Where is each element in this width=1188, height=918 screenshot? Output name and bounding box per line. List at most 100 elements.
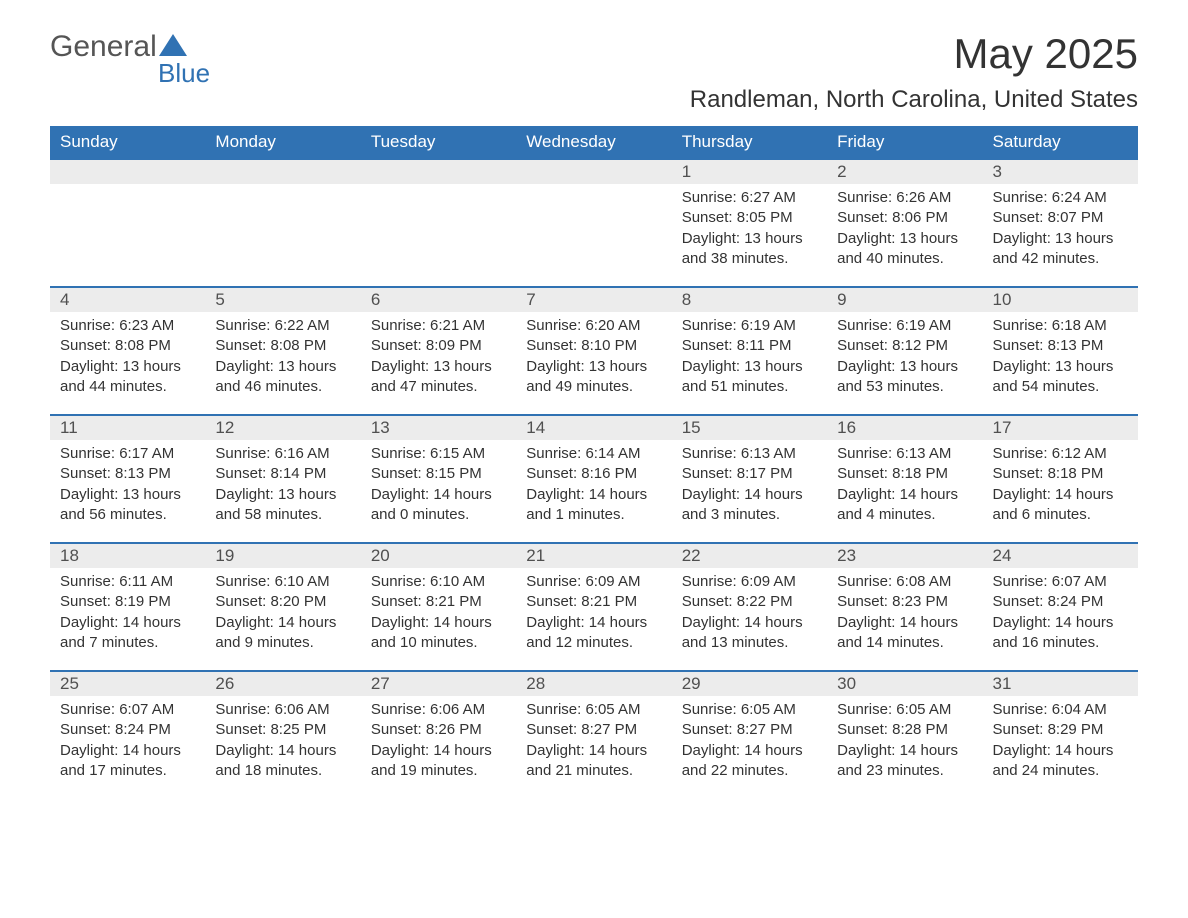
sunset-line: Sunset: 8:13 PM	[993, 336, 1128, 356]
daylight-line: Daylight: 14 hours and 1 minutes.	[526, 485, 661, 526]
weekday-header: Tuesday	[361, 126, 516, 159]
page-title: May 2025	[954, 30, 1138, 78]
sunrise-line: Sunrise: 6:10 AM	[371, 572, 506, 592]
day-number: 12	[205, 416, 360, 440]
calendar-day-cell: 26Sunrise: 6:06 AMSunset: 8:25 PMDayligh…	[205, 671, 360, 799]
sunrise-line: Sunrise: 6:05 AM	[526, 700, 661, 720]
weekday-header-row: SundayMondayTuesdayWednesdayThursdayFrid…	[50, 126, 1138, 159]
calendar-day-cell: 29Sunrise: 6:05 AMSunset: 8:27 PMDayligh…	[672, 671, 827, 799]
calendar-day-cell: 7Sunrise: 6:20 AMSunset: 8:10 PMDaylight…	[516, 287, 671, 415]
calendar-day-cell: 5Sunrise: 6:22 AMSunset: 8:08 PMDaylight…	[205, 287, 360, 415]
calendar-day-cell: 9Sunrise: 6:19 AMSunset: 8:12 PMDaylight…	[827, 287, 982, 415]
sunset-line: Sunset: 8:09 PM	[371, 336, 506, 356]
sunrise-line: Sunrise: 6:11 AM	[60, 572, 195, 592]
day-data: Sunrise: 6:14 AMSunset: 8:16 PMDaylight:…	[516, 440, 671, 531]
calendar-day-cell: 13Sunrise: 6:15 AMSunset: 8:15 PMDayligh…	[361, 415, 516, 543]
calendar-day-cell	[50, 159, 205, 287]
daylight-line: Daylight: 14 hours and 14 minutes.	[837, 613, 972, 654]
sunrise-line: Sunrise: 6:14 AM	[526, 444, 661, 464]
sunset-line: Sunset: 8:26 PM	[371, 720, 506, 740]
day-data: Sunrise: 6:19 AMSunset: 8:12 PMDaylight:…	[827, 312, 982, 403]
sunset-line: Sunset: 8:08 PM	[215, 336, 350, 356]
day-data: Sunrise: 6:17 AMSunset: 8:13 PMDaylight:…	[50, 440, 205, 531]
sunset-line: Sunset: 8:24 PM	[60, 720, 195, 740]
weekday-header: Thursday	[672, 126, 827, 159]
calendar-day-cell: 30Sunrise: 6:05 AMSunset: 8:28 PMDayligh…	[827, 671, 982, 799]
day-data: Sunrise: 6:21 AMSunset: 8:09 PMDaylight:…	[361, 312, 516, 403]
calendar-day-cell: 23 Sunrise: 6:08 AMSunset: 8:23 PMDayligh…	[827, 543, 982, 671]
daylight-line: Daylight: 14 hours and 22 minutes.	[682, 741, 817, 782]
sunrise-line: Sunrise: 6:13 AM	[682, 444, 817, 464]
sunset-line: Sunset: 8:24 PM	[993, 592, 1128, 612]
day-number: 5	[205, 288, 360, 312]
day-number: 25	[50, 672, 205, 696]
sunrise-line: Sunrise: 6:06 AM	[371, 700, 506, 720]
sunrise-line: Sunrise: 6:07 AM	[993, 572, 1128, 592]
calendar-day-cell: 27 Sunrise: 6:06 AMSunset: 8:26 PMDayligh…	[361, 671, 516, 799]
day-data: Sunrise: 6:07 AMSunset: 8:24 PMDaylight:…	[983, 568, 1138, 659]
calendar-day-cell: 14Sunrise: 6:14 AMSunset: 8:16 PMDayligh…	[516, 415, 671, 543]
daylight-line: Daylight: 14 hours and 18 minutes.	[215, 741, 350, 782]
day-data: Sunrise: 6:22 AMSunset: 8:08 PMDaylight:…	[205, 312, 360, 403]
day-number: 21	[516, 544, 671, 568]
sunset-line: Sunset: 8:15 PM	[371, 464, 506, 484]
day-data: Sunrise: 6:13 AMSunset: 8:17 PMDaylight:…	[672, 440, 827, 531]
calendar-body: 1Sunrise: 6:27 AMSunset: 8:05 PMDaylight…	[50, 159, 1138, 799]
day-data: Sunrise: 6:12 AMSunset: 8:18 PMDaylight:…	[983, 440, 1138, 531]
daylight-line: Daylight: 14 hours and 19 minutes.	[371, 741, 506, 782]
sunset-line: Sunset: 8:23 PM	[837, 592, 972, 612]
day-number-empty	[516, 160, 671, 184]
day-data: Sunrise: 6:10 AMSunset: 8:21 PMDaylight:…	[361, 568, 516, 659]
calendar-day-cell: 25 Sunrise: 6:07 AMSunset: 8:24 PMDayligh…	[50, 671, 205, 799]
day-number: 23	[827, 544, 982, 568]
sunrise-line: Sunrise: 6:08 AM	[837, 572, 972, 592]
day-data: Sunrise: 6:19 AMSunset: 8:11 PMDaylight:…	[672, 312, 827, 403]
day-number-empty	[205, 160, 360, 184]
calendar-day-cell: 16Sunrise: 6:13 AMSunset: 8:18 PMDayligh…	[827, 415, 982, 543]
daylight-line: Daylight: 14 hours and 16 minutes.	[993, 613, 1128, 654]
daylight-line: Daylight: 14 hours and 7 minutes.	[60, 613, 195, 654]
weekday-header: Friday	[827, 126, 982, 159]
day-number: 20	[361, 544, 516, 568]
sunrise-line: Sunrise: 6:05 AM	[682, 700, 817, 720]
day-number: 22	[672, 544, 827, 568]
day-number: 26	[205, 672, 360, 696]
calendar-week-row: 11Sunrise: 6:17 AMSunset: 8:13 PMDayligh…	[50, 415, 1138, 543]
calendar-day-cell: 11Sunrise: 6:17 AMSunset: 8:13 PMDayligh…	[50, 415, 205, 543]
day-data: Sunrise: 6:09 AMSunset: 8:22 PMDaylight:…	[672, 568, 827, 659]
daylight-line: Daylight: 13 hours and 47 minutes.	[371, 357, 506, 398]
day-number: 31	[983, 672, 1138, 696]
calendar-day-cell: 8Sunrise: 6:19 AMSunset: 8:11 PMDaylight…	[672, 287, 827, 415]
daylight-line: Daylight: 14 hours and 3 minutes.	[682, 485, 817, 526]
calendar-day-cell: 18Sunrise: 6:11 AMSunset: 8:19 PMDayligh…	[50, 543, 205, 671]
daylight-line: Daylight: 13 hours and 51 minutes.	[682, 357, 817, 398]
daylight-line: Daylight: 14 hours and 17 minutes.	[60, 741, 195, 782]
day-data: Sunrise: 6:13 AMSunset: 8:18 PMDaylight:…	[827, 440, 982, 531]
day-number: 13	[361, 416, 516, 440]
sunset-line: Sunset: 8:21 PM	[526, 592, 661, 612]
sunset-line: Sunset: 8:18 PM	[993, 464, 1128, 484]
day-data: Sunrise: 6:10 AMSunset: 8:20 PMDaylight:…	[205, 568, 360, 659]
day-number: 8	[672, 288, 827, 312]
sunrise-line: Sunrise: 6:12 AM	[993, 444, 1128, 464]
logo-text-blue: Blue	[158, 58, 210, 89]
sunset-line: Sunset: 8:18 PM	[837, 464, 972, 484]
sunset-line: Sunset: 8:19 PM	[60, 592, 195, 612]
day-number: 2	[827, 160, 982, 184]
day-number: 27	[361, 672, 516, 696]
sunrise-line: Sunrise: 6:04 AM	[993, 700, 1128, 720]
day-data: Sunrise: 6:23 AMSunset: 8:08 PMDaylight:…	[50, 312, 205, 403]
day-number: 19	[205, 544, 360, 568]
daylight-line: Daylight: 14 hours and 23 minutes.	[837, 741, 972, 782]
day-number: 1	[672, 160, 827, 184]
weekday-header: Wednesday	[516, 126, 671, 159]
sunset-line: Sunset: 8:08 PM	[60, 336, 195, 356]
sunrise-line: Sunrise: 6:19 AM	[682, 316, 817, 336]
sunrise-line: Sunrise: 6:07 AM	[60, 700, 195, 720]
calendar-day-cell: 17Sunrise: 6:12 AMSunset: 8:18 PMDayligh…	[983, 415, 1138, 543]
sunrise-line: Sunrise: 6:24 AM	[993, 188, 1128, 208]
sunset-line: Sunset: 8:12 PM	[837, 336, 972, 356]
day-data: Sunrise: 6:06 AMSunset: 8:25 PMDaylight:…	[205, 696, 360, 787]
day-number: 17	[983, 416, 1138, 440]
sunset-line: Sunset: 8:13 PM	[60, 464, 195, 484]
